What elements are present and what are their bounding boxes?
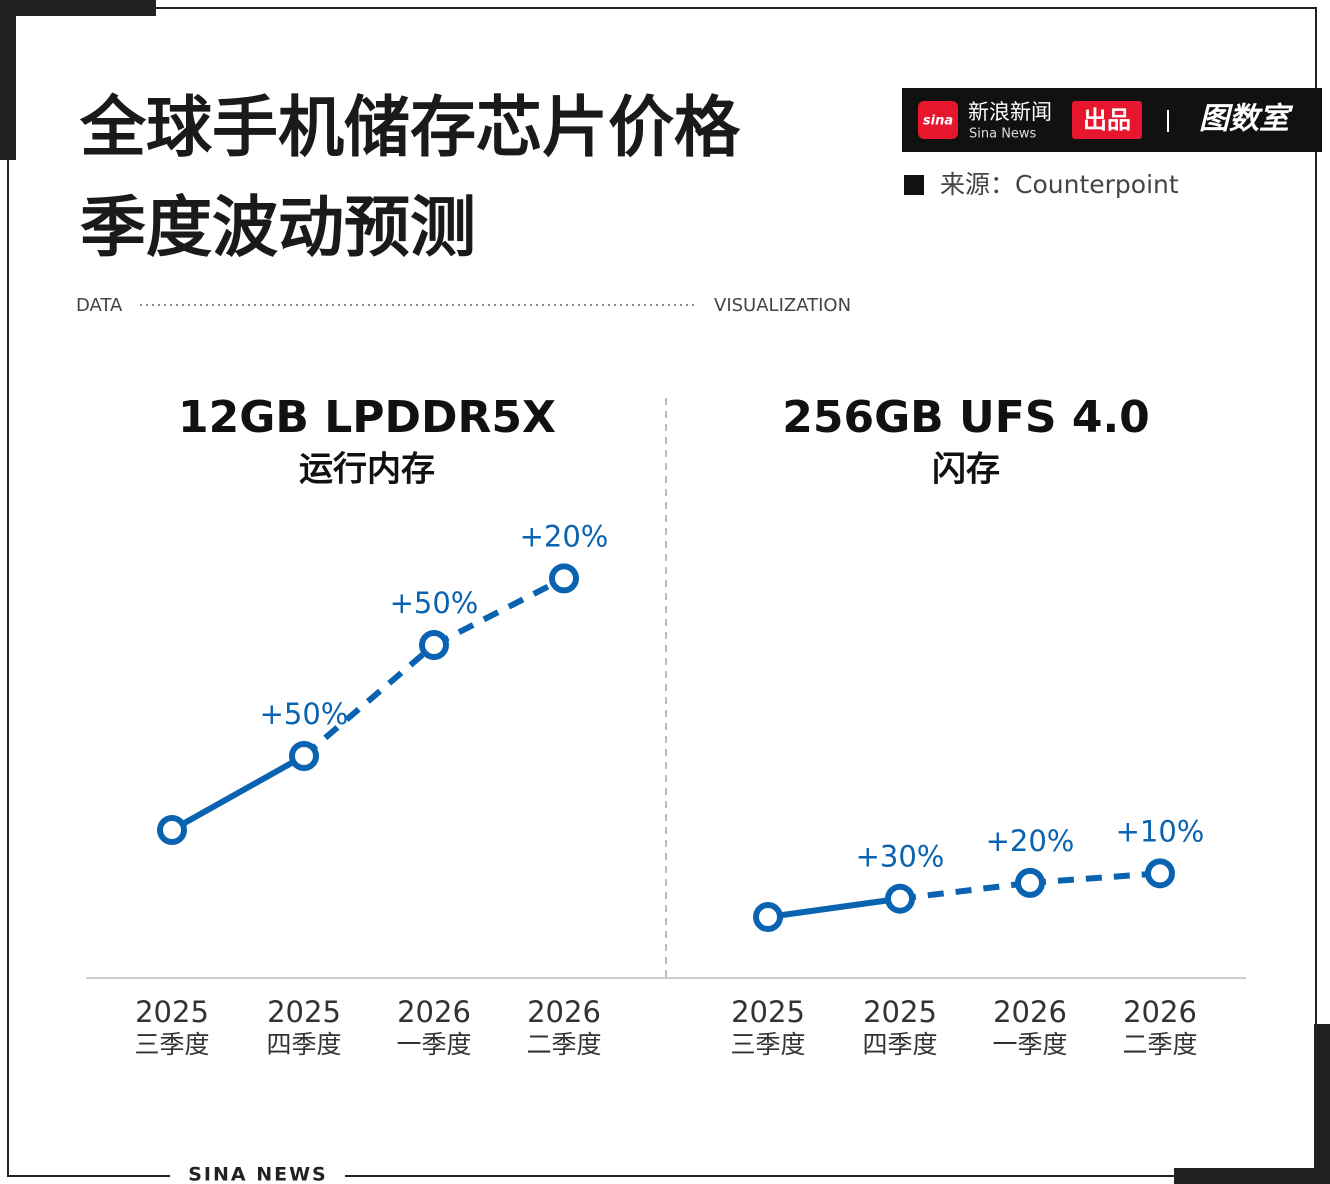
- chart-title: 256GB UFS 4.0: [782, 392, 1150, 443]
- x-tick-label: 四季度: [266, 1030, 341, 1059]
- chart-subtitle: 闪存: [932, 450, 1000, 490]
- x-tick-label: 2026: [1123, 995, 1197, 1029]
- divider-label: VISUALIZATION: [714, 295, 851, 316]
- value-label: +30%: [856, 840, 945, 874]
- point: [157, 815, 187, 845]
- corner: [0, 0, 156, 16]
- x-tick-label: 三季度: [730, 1030, 805, 1059]
- point: [753, 902, 783, 932]
- brand-en: Sina News: [969, 127, 1037, 142]
- x-tick-label: 二季度: [1122, 1030, 1197, 1059]
- brand-icon-text: sina: [923, 114, 953, 129]
- title: 季度波动预测: [80, 189, 476, 266]
- corner: [1314, 1024, 1330, 1184]
- frame: [7, 7, 1317, 1177]
- chart-subtitle: 运行内存: [299, 450, 435, 490]
- divider-label: DATA: [76, 295, 123, 316]
- value-label: +10%: [1116, 814, 1205, 848]
- corner: [1174, 1168, 1330, 1184]
- line-segment: [899, 879, 1031, 902]
- brand: 新浪新闻: [968, 100, 1052, 124]
- x-tick-label: 四季度: [862, 1030, 937, 1059]
- x-tick-label: 2026: [993, 995, 1067, 1029]
- title: 全球手机储存芯片价格: [79, 89, 741, 166]
- brand-icon: [918, 101, 958, 139]
- point: [419, 630, 449, 660]
- corner: [0, 0, 16, 160]
- point: [1015, 867, 1045, 898]
- x-tick-label: 2025: [731, 995, 805, 1029]
- line-segment: [302, 642, 436, 759]
- chart-title: 12GB LPDDR5X: [178, 392, 556, 443]
- x-tick-label: 二季度: [526, 1030, 601, 1059]
- line-segment: [1029, 870, 1161, 886]
- x-tick-label: 一季度: [396, 1030, 471, 1059]
- footer-gap: [170, 1160, 345, 1184]
- point: [549, 563, 579, 594]
- brand-tag: 出品: [1083, 106, 1131, 134]
- brand-tag-box: [1072, 101, 1142, 139]
- value-label: +20%: [520, 519, 609, 553]
- x-tick-label: 2026: [397, 995, 471, 1029]
- logo: 图数室: [1199, 102, 1294, 137]
- x-tick-label: 2025: [135, 995, 209, 1029]
- source-marker: [904, 175, 924, 195]
- value-label: +20%: [986, 824, 1075, 858]
- line-segment: [767, 895, 901, 920]
- value-label: +50%: [390, 586, 479, 620]
- line-segment: [170, 753, 306, 833]
- line-segment: [432, 575, 566, 648]
- x-tick-label: 三季度: [134, 1030, 209, 1059]
- x-tick-label: 2025: [267, 995, 341, 1029]
- value-label: +50%: [260, 697, 349, 731]
- x-tick-label: 2026: [527, 995, 601, 1029]
- x-tick-label: 2025: [863, 995, 937, 1029]
- point: [1145, 858, 1175, 889]
- point: [885, 883, 915, 914]
- x-tick-label: 一季度: [992, 1030, 1067, 1059]
- source: 来源：Counterpoint: [940, 170, 1179, 199]
- footer: SINA NEWS: [188, 1164, 328, 1184]
- point: [289, 741, 319, 771]
